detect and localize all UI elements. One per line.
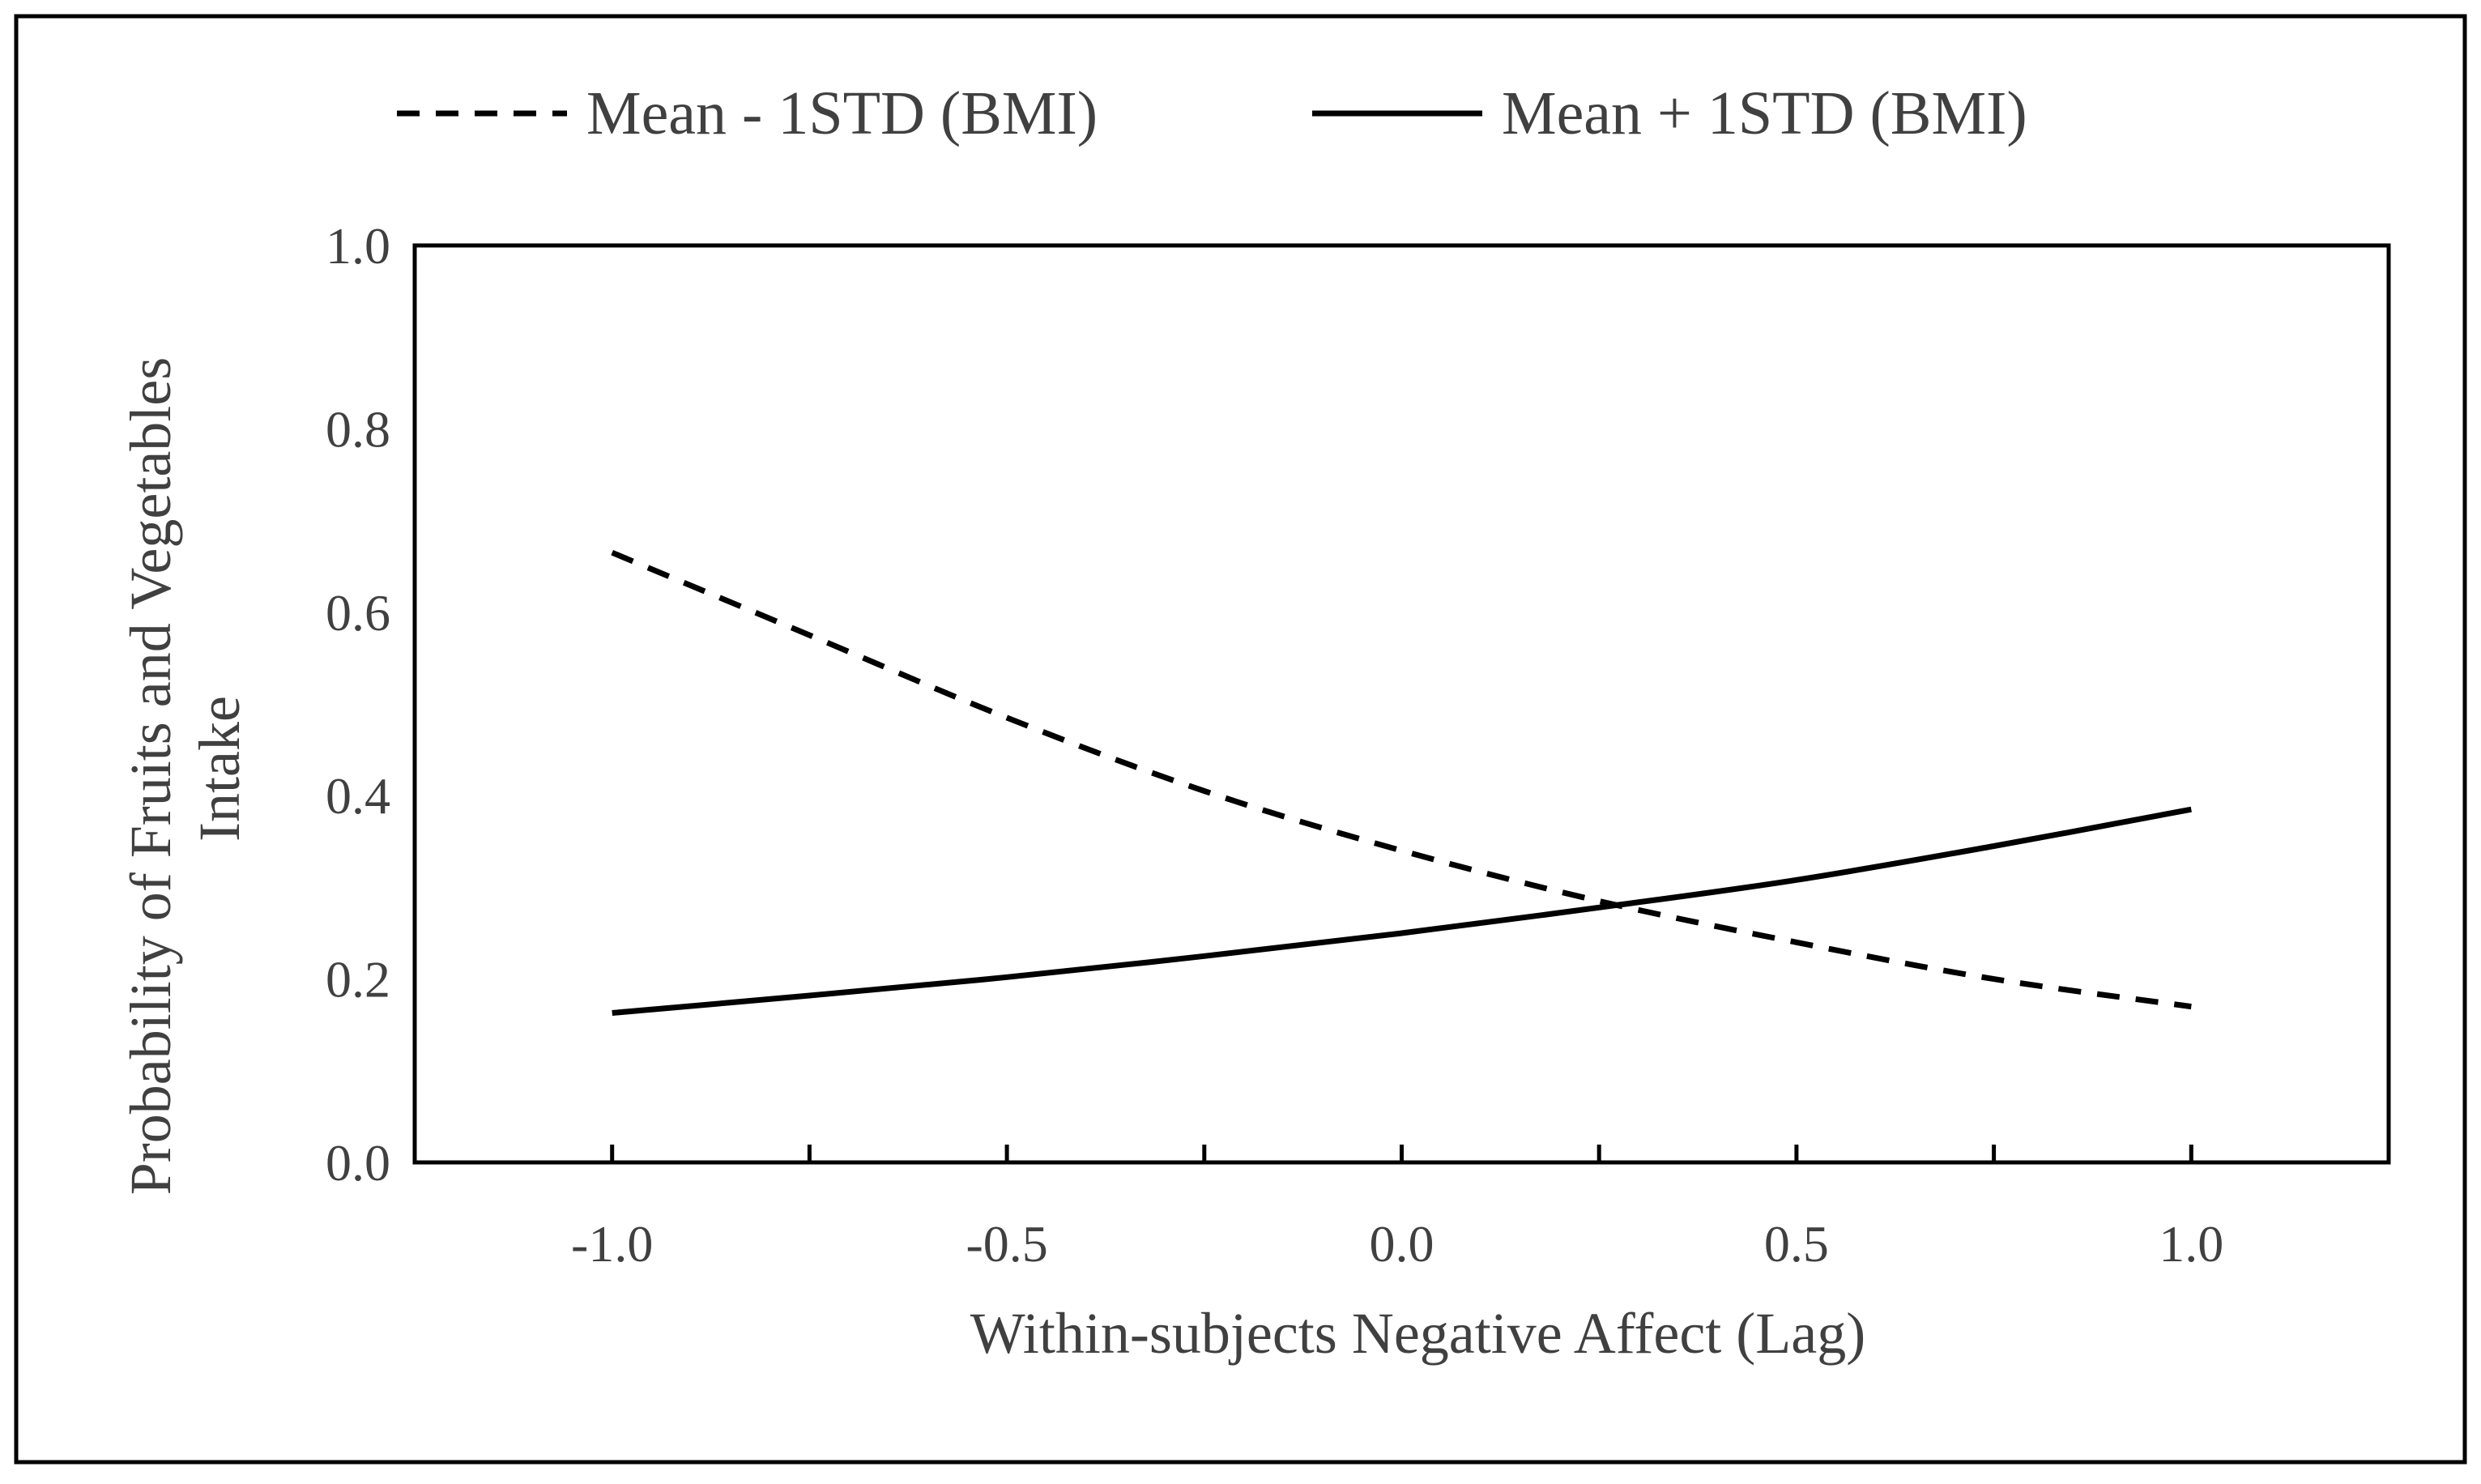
legend: Mean - 1STD (BMI) Mean + 1STD (BMI) — [397, 79, 2027, 147]
y-axis-title-line-1: Probability of Fruits and Vegetables — [118, 357, 183, 1196]
outer-frame — [14, 14, 2467, 1465]
y-tick-label: 0.8 — [326, 400, 390, 458]
y-tick-label: 0.6 — [326, 584, 390, 642]
y-tick-label: 0.4 — [326, 767, 390, 825]
legend-label: Mean - 1STD (BMI) — [586, 79, 1098, 147]
x-axis-title: Within-subjects Negative Affect (Lag) — [970, 1301, 1865, 1366]
y-tick-label: 0.2 — [326, 951, 390, 1009]
x-tick-label: 0.5 — [1764, 1215, 1829, 1273]
y-axis-title-line-2: Intake — [187, 696, 252, 842]
x-tick-label: -0.5 — [966, 1215, 1047, 1273]
y-axis-title: Probability of Fruits and Vegetables Int… — [118, 343, 252, 1196]
y-axis-ticks: 0.0 0.2 0.4 0.6 0.8 1.0 — [326, 217, 390, 1192]
x-tick-label: 1.0 — [2159, 1215, 2223, 1273]
series-line-mean-minus-1std — [611, 549, 2192, 1010]
y-tick-label: 0.0 — [326, 1134, 390, 1192]
y-tick-label: 1.0 — [326, 217, 390, 275]
series-layer — [611, 549, 2192, 1016]
series-line-mean-plus-1std — [612, 806, 2192, 1016]
legend-label: Mean + 1STD (BMI) — [1502, 79, 2027, 147]
x-tick-label: -1.0 — [571, 1215, 653, 1273]
x-axis-ticks: -1.0 -0.5 0.0 0.5 1.0 — [571, 1145, 2223, 1273]
x-tick-label: 0.0 — [1370, 1215, 1434, 1273]
